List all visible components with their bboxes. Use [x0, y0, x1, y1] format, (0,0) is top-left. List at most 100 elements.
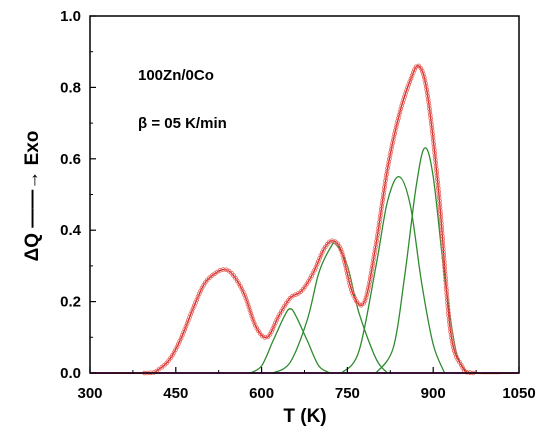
measured-point — [379, 200, 385, 206]
measured-point — [443, 275, 448, 280]
measured-point — [434, 173, 440, 178]
measured-point — [430, 131, 435, 137]
measured-point — [426, 103, 432, 108]
measured-point — [423, 81, 428, 86]
measured-point — [423, 84, 429, 89]
measured-point — [436, 189, 441, 194]
measured-point — [381, 188, 387, 193]
fit-peak-line-2 — [249, 308, 331, 374]
measured-point — [448, 329, 453, 335]
measured-point — [429, 125, 435, 131]
measured-point — [437, 205, 443, 210]
measured-point — [181, 329, 186, 335]
measured-point — [440, 233, 445, 239]
measured-point — [396, 115, 401, 121]
measured-point — [436, 192, 442, 197]
measured-point — [371, 254, 377, 260]
measured-point — [442, 268, 448, 274]
measured-point — [440, 243, 446, 249]
annotation-sample: 100Zn/0Co — [138, 67, 214, 84]
measured-point — [249, 313, 255, 319]
ticks-layer: 300 450 600 750 900 1050 0.0 0.2 0.4 0.6 0.8 1.0 — [60, 8, 536, 402]
measured-point — [433, 157, 438, 162]
y-tick-label: 0.8 — [60, 79, 81, 96]
measured-point — [342, 262, 348, 268]
measured-point — [390, 137, 396, 143]
measured-point — [347, 281, 352, 286]
measured-point — [387, 156, 392, 162]
fit-peak-line-5 — [375, 147, 469, 374]
measured-point — [343, 265, 349, 271]
measured-point — [373, 245, 378, 250]
measured-point — [441, 249, 446, 255]
y-tick-label: 0.4 — [60, 222, 82, 239]
measured-point — [344, 268, 350, 274]
measured-point — [348, 287, 354, 292]
measured-point — [386, 159, 392, 165]
measured-point — [378, 207, 384, 212]
measured-point — [217, 268, 223, 273]
measured-point — [440, 246, 446, 252]
measured-point — [373, 241, 379, 247]
measured-point — [375, 232, 380, 238]
measured-point — [436, 195, 442, 201]
measured-point — [365, 285, 371, 291]
measured-point — [447, 319, 452, 325]
measured-point — [442, 272, 448, 277]
measured-point — [434, 166, 439, 172]
measured-point — [447, 323, 453, 328]
measured-point — [431, 144, 437, 150]
measured-point — [375, 229, 381, 234]
measured-point — [374, 238, 379, 244]
measured-point — [364, 292, 370, 297]
measured-point — [448, 332, 454, 338]
measured-point — [440, 237, 445, 242]
measured-point — [245, 301, 251, 307]
measured-point — [422, 78, 428, 83]
measured-point — [184, 321, 190, 326]
y-axis-title: ΔQ ——→ Exo — [22, 131, 43, 262]
measured-point — [369, 267, 375, 272]
series-layer — [89, 63, 520, 376]
measured-point — [376, 226, 381, 231]
measured-point — [341, 256, 347, 261]
measured-point — [329, 238, 335, 244]
measured-point — [437, 201, 443, 207]
measured-point — [378, 213, 383, 219]
measured-point — [371, 257, 376, 263]
measured-point — [429, 122, 434, 127]
measured-point — [413, 64, 419, 70]
measured-point — [247, 307, 253, 313]
measured-point — [401, 97, 406, 102]
measured-point — [376, 222, 382, 228]
measured-point — [377, 216, 383, 222]
measured-point — [464, 369, 470, 375]
measured-point — [446, 310, 451, 316]
measured-point — [384, 172, 389, 177]
x-tick-label: 600 — [249, 385, 274, 402]
x-axis-title: T (K) — [283, 406, 326, 427]
measured-point — [366, 282, 372, 288]
measured-point — [251, 319, 257, 325]
measured-point — [424, 90, 430, 96]
x-tick-label: 450 — [163, 385, 188, 402]
measured-point — [451, 348, 457, 353]
measured-point — [427, 112, 433, 118]
measured-point — [408, 76, 414, 81]
measured-point — [368, 273, 374, 279]
measured-point — [367, 276, 373, 282]
measured-point — [437, 198, 442, 204]
measured-point — [438, 217, 444, 223]
measured-point — [340, 253, 346, 258]
fit-peak-line-4 — [341, 175, 446, 374]
measured-point — [392, 128, 398, 133]
fit-peak-line-3 — [272, 242, 388, 374]
measured-point — [393, 125, 399, 130]
measured-point — [407, 79, 413, 84]
measured-point — [428, 119, 434, 124]
measured-point — [188, 312, 193, 317]
measured-point — [402, 94, 407, 99]
measured-point — [434, 170, 440, 175]
measured-point — [391, 134, 397, 140]
measured-point — [451, 345, 456, 350]
